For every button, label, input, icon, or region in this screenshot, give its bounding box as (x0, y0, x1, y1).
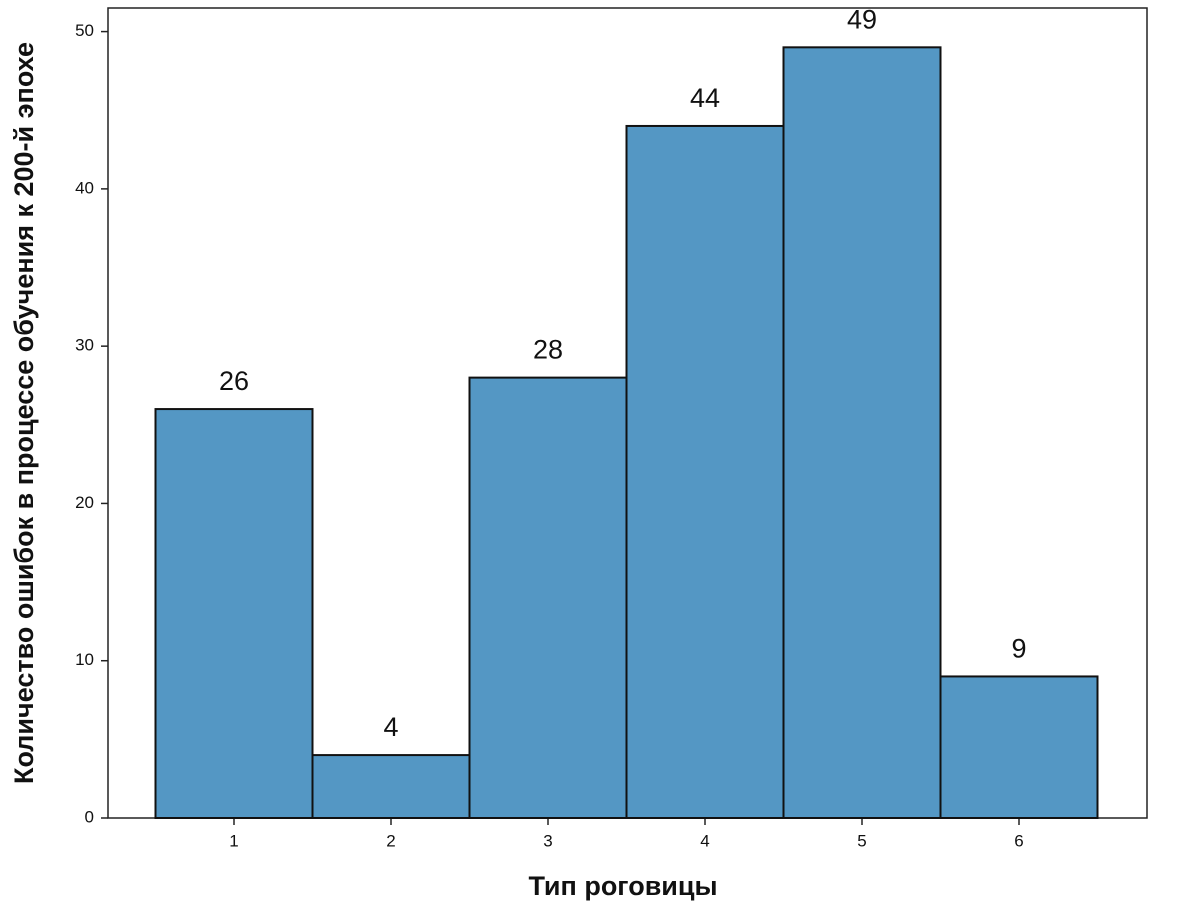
x-tick-label: 3 (543, 831, 552, 850)
bar (154, 408, 314, 819)
y-tick-label: 50 (75, 21, 94, 40)
bar (468, 376, 628, 819)
y-tick-label: 10 (75, 650, 94, 669)
y-tick-label: 20 (75, 493, 94, 512)
y-tick-label: 0 (85, 807, 94, 826)
value-label: 26 (219, 366, 249, 396)
value-label: 9 (1011, 634, 1026, 664)
x-tick-label: 6 (1014, 831, 1023, 850)
bar (939, 675, 1099, 819)
value-label: 28 (533, 335, 563, 365)
value-label: 44 (690, 83, 720, 113)
x-axis-label: Тип роговицы (528, 871, 717, 901)
x-tick-label: 1 (229, 831, 238, 850)
x-tick-label: 5 (857, 831, 866, 850)
value-label: 4 (383, 712, 398, 742)
y-axis-label: Количество ошибок в процессе обучения к … (9, 42, 39, 784)
x-tick-label: 4 (700, 831, 709, 850)
bar (782, 46, 942, 820)
bar (311, 754, 471, 820)
y-tick-label: 40 (75, 178, 94, 197)
x-tick-label: 2 (386, 831, 395, 850)
y-tick-label: 30 (75, 336, 94, 355)
bar (625, 124, 785, 819)
value-label: 49 (847, 4, 877, 34)
